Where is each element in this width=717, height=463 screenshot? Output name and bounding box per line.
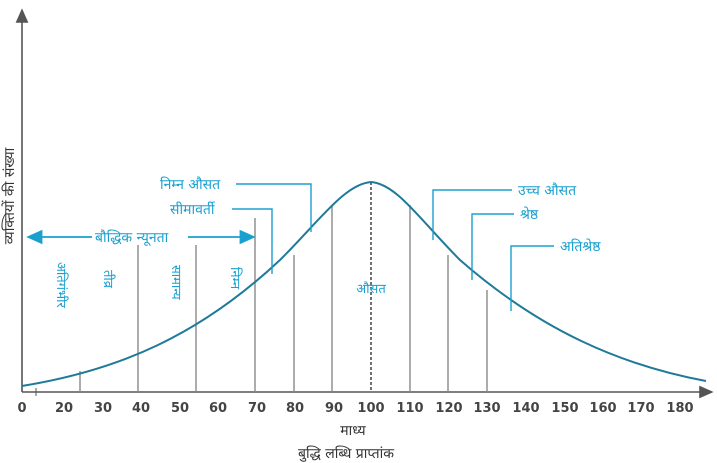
leader-high-average xyxy=(432,189,512,240)
x-tick: 30 xyxy=(94,401,112,416)
callout-high-average: उच्च औसत xyxy=(518,182,577,199)
x-axis-label: बुद्धि लब्धि प्राप्तांक xyxy=(298,445,394,462)
x-tick: 90 xyxy=(325,401,343,416)
x-tick: 110 xyxy=(396,401,423,416)
x-tick: 60 xyxy=(209,401,227,416)
callout-low-average: निम्न औसत xyxy=(160,176,221,193)
region-mild: निम्न xyxy=(227,267,243,290)
leader-very-superior xyxy=(510,245,554,311)
x-tick: 120 xyxy=(435,401,462,416)
callout-leaders xyxy=(232,183,554,311)
x-tick: 130 xyxy=(473,401,500,416)
region-profound: अतिगंभीर xyxy=(53,262,69,309)
x-tick: 20 xyxy=(55,401,73,416)
x-tick: 160 xyxy=(589,401,616,416)
x-tick: 170 xyxy=(627,401,654,416)
callout-superior: श्रेष्ठ xyxy=(520,206,539,223)
region-dividers xyxy=(79,205,488,392)
y-axis-label: व्यक्तियों की संख्या xyxy=(1,147,18,244)
callout-very-superior: अतिश्रेष्ठ xyxy=(560,238,601,255)
leader-borderline xyxy=(232,208,273,274)
x-tick: 50 xyxy=(171,401,189,416)
disability-label: बौद्धिक न्यूनता xyxy=(95,229,169,246)
x-tick: 40 xyxy=(132,401,150,416)
region-average: औसत xyxy=(356,281,386,297)
mean-label: माध्य xyxy=(340,423,366,439)
region-moderate: सामान्य xyxy=(168,265,183,300)
x-tick-labels: 0 20 30 40 50 60 70 80 90 100 110 120 13… xyxy=(17,401,693,416)
x-tick: 150 xyxy=(551,401,578,416)
x-tick: 180 xyxy=(666,401,693,416)
region-severe: तीव्र xyxy=(100,270,116,289)
callout-borderline: सीमावर्ती xyxy=(170,201,216,218)
normal-curve xyxy=(21,180,707,387)
x-tick: 100 xyxy=(357,401,384,416)
x-tick: 80 xyxy=(286,401,304,416)
leader-low-average xyxy=(236,183,312,232)
x-tick: 70 xyxy=(248,401,266,416)
x-tick: 140 xyxy=(512,401,539,416)
x-tick: 0 xyxy=(17,401,26,416)
leader-superior xyxy=(471,213,514,280)
